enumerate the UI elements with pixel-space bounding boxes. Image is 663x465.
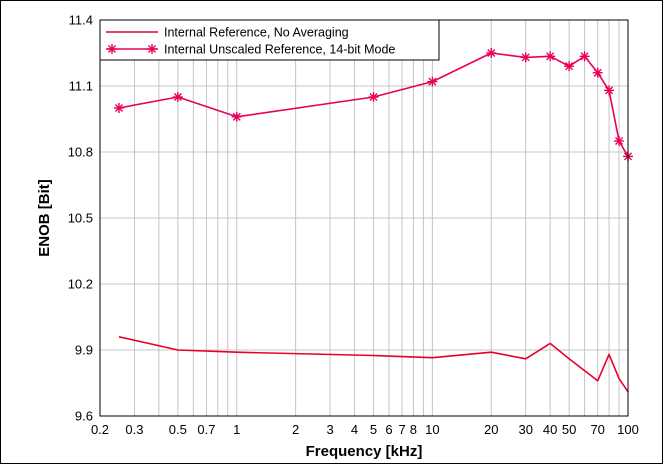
legend-label-internal-reference: Internal Reference, No Averaging xyxy=(164,26,349,40)
x-tick-label: 100 xyxy=(617,422,639,437)
y-tick-label: 9.9 xyxy=(75,343,93,358)
data-point-marker xyxy=(172,92,183,102)
data-point-marker xyxy=(604,85,615,96)
data-point-marker xyxy=(592,67,603,78)
data-point-marker xyxy=(486,48,497,58)
data-point-marker xyxy=(231,111,242,122)
x-tick-label: 10 xyxy=(425,422,439,437)
data-point-marker xyxy=(427,76,438,87)
x-tick-label: 40 xyxy=(543,422,557,437)
series-line-0 xyxy=(118,336,629,393)
series-line-1 xyxy=(118,52,629,157)
x-tick-label: 2 xyxy=(292,422,299,437)
y-tick-label: 9.6 xyxy=(75,409,93,424)
y-tick-label: 10.2 xyxy=(68,277,93,292)
y-axis-title: ENOB [Bit] xyxy=(36,179,53,257)
data-point-marker xyxy=(614,136,625,146)
data-point-marker xyxy=(113,103,124,113)
legend-markers-unscaled-reference xyxy=(107,44,157,54)
x-tick-label: 0.7 xyxy=(197,422,215,437)
data-point-marker xyxy=(564,61,575,72)
x-tick-label: 0.3 xyxy=(125,422,143,437)
x-tick-label: 70 xyxy=(590,422,604,437)
x-tick-label: 8 xyxy=(410,422,417,437)
data-point-marker xyxy=(368,92,379,102)
series-layer xyxy=(113,48,633,393)
tick-labels: 0.2 0.3 0.5 0.7 1 2 3 4 5 6 7 8 10 20 30 40 50 70 100 9.6 9.… xyxy=(68,13,639,438)
grid xyxy=(99,19,629,417)
legend-box xyxy=(99,19,440,61)
data-point-marker xyxy=(520,52,531,63)
x-axis-title: Frequency [kHz] xyxy=(306,443,423,460)
y-tick-label: 10.8 xyxy=(68,145,93,160)
x-tick-label: 6 xyxy=(385,422,392,437)
legend: Internal Reference, No Averaging Interna… xyxy=(99,19,440,61)
x-tick-label: 1 xyxy=(233,422,240,437)
x-tick-label: 50 xyxy=(562,422,576,437)
y-tick-label: 10.5 xyxy=(68,211,93,226)
y-tick-label: 11.1 xyxy=(69,79,93,94)
x-tick-label: 30 xyxy=(518,422,532,437)
data-point-marker xyxy=(545,51,556,62)
x-tick-label: 3 xyxy=(326,422,333,437)
x-tick-label: 0.2 xyxy=(91,422,109,437)
x-tick-label: 7 xyxy=(398,422,405,437)
x-tick-label: 5 xyxy=(370,422,377,437)
data-point-marker xyxy=(579,51,590,62)
x-tick-label: 4 xyxy=(351,422,358,437)
x-tick-label: 0.5 xyxy=(169,422,187,437)
legend-marker xyxy=(107,44,117,54)
x-tick-label: 20 xyxy=(484,422,498,437)
legend-marker xyxy=(147,44,157,54)
legend-label-unscaled-reference: Internal Unscaled Reference, 14-bit Mode xyxy=(164,43,395,57)
y-tick-label: 11.4 xyxy=(69,13,93,28)
